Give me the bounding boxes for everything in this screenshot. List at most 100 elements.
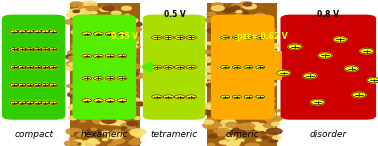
Circle shape [118,108,132,114]
Circle shape [90,70,99,74]
Circle shape [223,61,231,64]
Circle shape [49,83,57,87]
Circle shape [208,52,215,54]
Circle shape [232,129,242,132]
Circle shape [231,124,237,126]
Circle shape [202,109,217,115]
Circle shape [214,64,219,66]
Circle shape [163,65,174,69]
Circle shape [104,35,110,37]
Circle shape [227,88,233,91]
Circle shape [221,65,230,69]
Circle shape [116,27,132,33]
Circle shape [224,75,232,78]
Circle shape [97,118,113,124]
Circle shape [223,9,232,13]
Circle shape [269,122,273,124]
Circle shape [102,139,108,141]
Circle shape [212,38,218,41]
Circle shape [215,6,223,10]
Circle shape [49,48,57,51]
Circle shape [119,43,133,48]
Circle shape [87,82,93,84]
Circle shape [79,15,87,18]
Circle shape [218,133,225,136]
Circle shape [226,71,232,73]
Circle shape [77,133,85,136]
Circle shape [71,43,88,49]
Circle shape [81,47,90,50]
Circle shape [94,54,104,58]
Circle shape [221,49,227,52]
Circle shape [115,44,124,47]
Circle shape [94,32,104,36]
Circle shape [226,136,236,140]
Circle shape [267,132,277,136]
Circle shape [262,103,266,104]
Circle shape [131,132,141,136]
Circle shape [74,45,81,48]
Circle shape [232,25,246,31]
Circle shape [119,61,127,64]
Circle shape [263,69,276,74]
Circle shape [10,101,19,105]
Circle shape [102,118,116,123]
Circle shape [274,109,280,112]
Circle shape [152,35,162,40]
Circle shape [268,116,282,121]
Circle shape [255,35,270,41]
Circle shape [223,110,232,114]
Circle shape [244,36,253,39]
Circle shape [273,136,281,139]
Circle shape [208,144,215,146]
Circle shape [94,76,104,80]
Circle shape [265,33,276,37]
Circle shape [81,29,87,31]
Circle shape [71,140,82,145]
Circle shape [125,49,136,53]
Circle shape [253,44,266,49]
Bar [70,3,140,146]
Circle shape [263,82,272,86]
Circle shape [259,110,266,113]
Circle shape [226,8,232,10]
Circle shape [211,6,223,10]
Circle shape [121,86,131,89]
Circle shape [91,56,103,60]
Circle shape [85,6,90,7]
Circle shape [98,106,106,110]
Circle shape [262,48,274,53]
Circle shape [72,103,87,109]
Circle shape [18,65,26,69]
Circle shape [129,104,135,106]
Circle shape [217,107,222,109]
Circle shape [89,95,99,99]
Circle shape [218,125,232,131]
Circle shape [111,97,116,99]
Circle shape [237,107,251,112]
Circle shape [68,56,76,59]
Circle shape [92,112,107,118]
Circle shape [84,60,99,66]
Circle shape [263,21,268,23]
Circle shape [85,97,97,102]
Circle shape [81,46,86,47]
Circle shape [239,69,252,74]
Circle shape [232,89,242,93]
Circle shape [266,44,279,48]
Circle shape [67,85,74,87]
Circle shape [18,48,26,51]
Circle shape [232,36,241,39]
Circle shape [109,18,113,19]
Circle shape [274,122,278,124]
Text: tetrameric: tetrameric [150,130,197,139]
Circle shape [25,30,34,33]
Circle shape [125,57,135,60]
Circle shape [228,16,236,19]
Circle shape [80,112,90,116]
Circle shape [71,55,76,57]
Circle shape [33,101,42,105]
Circle shape [258,113,271,118]
Circle shape [41,101,50,105]
Circle shape [65,20,76,24]
